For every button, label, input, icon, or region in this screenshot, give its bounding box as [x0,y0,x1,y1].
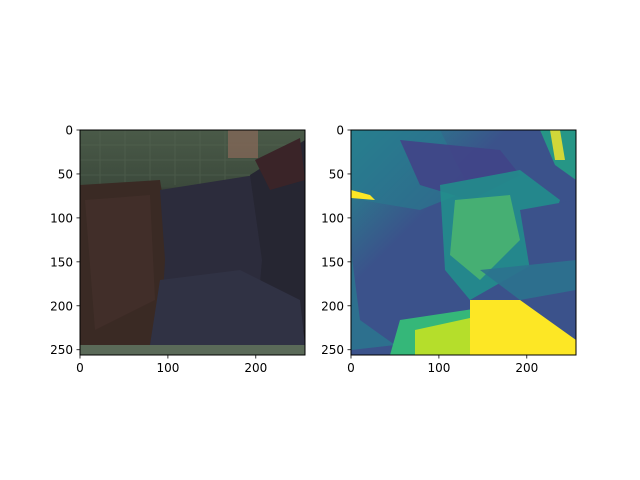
right-x-tick-label: 200 [515,361,538,375]
right-y-tick-label: 0 [336,124,344,138]
right-image-panel [351,130,576,355]
right-y-tick-label: 100 [321,211,344,225]
right-x-tick-label: 100 [427,361,450,375]
left-y-tick-label: 200 [50,299,73,313]
left-axes-frame [79,129,306,356]
right-y-tick-label: 200 [321,299,344,313]
left-y-tick-label: 50 [58,167,73,181]
right-image [351,130,576,355]
right-axes: 0 100 200 0 50 100 150 200 250 [321,124,577,375]
left-y-tick-label: 150 [50,255,73,269]
left-image-panel [80,130,305,355]
right-y-tick-label: 250 [321,343,344,357]
left-image [80,130,305,355]
left-x-tick-label: 200 [244,361,267,375]
left-x-tick-label: 100 [156,361,179,375]
right-axes-frame [350,129,577,356]
left-y-tick-label: 0 [65,124,73,138]
right-x-tick-label: 0 [347,361,355,375]
left-axes: 0 100 200 0 50 100 150 200 250 [50,124,306,375]
right-y-tick-label: 50 [329,167,344,181]
left-y-tick-label: 100 [50,211,73,225]
left-x-tick-label: 0 [76,361,84,375]
right-y-tick-label: 150 [321,255,344,269]
left-y-tick-label: 250 [50,343,73,357]
